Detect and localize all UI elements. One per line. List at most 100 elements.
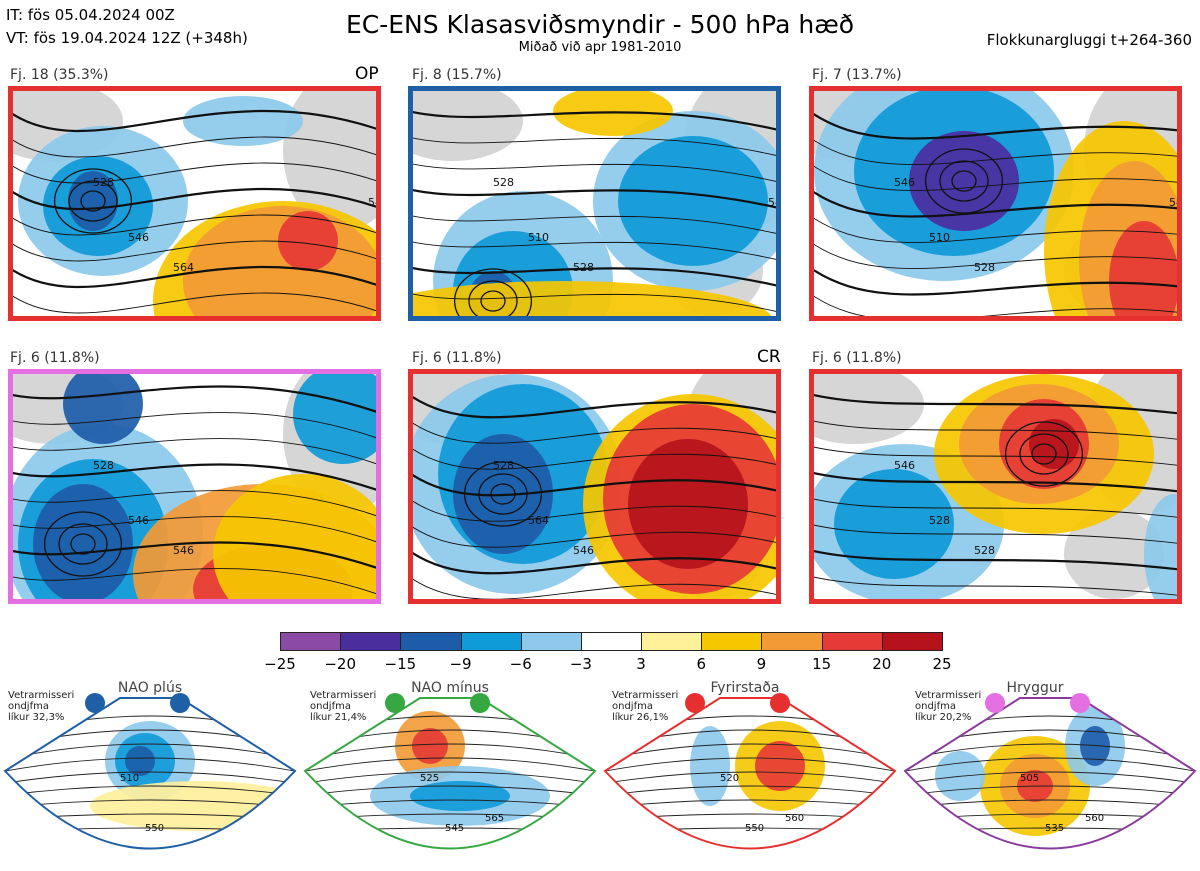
valid-time: VT: fös 19.04.2024 12Z (+348h) — [6, 29, 248, 47]
regime-4-title: Hryggur — [1006, 680, 1064, 696]
contour-label: 528 — [573, 261, 594, 274]
contour-label: 546 — [173, 544, 194, 557]
regime-anomaly-area — [755, 741, 805, 791]
height-contour — [413, 241, 776, 260]
panel-map-2: 52851052854654656454 — [413, 91, 776, 316]
chart-subtitle: Miðað við apr 1981-2010 — [518, 40, 682, 55]
contour-label: 528 — [974, 261, 995, 274]
regime-anomaly-area — [410, 781, 510, 811]
height-contour — [814, 549, 1177, 571]
regime-3-title: Fyrirstaða — [710, 680, 780, 696]
contour-label: 510 — [929, 231, 950, 244]
height-contour — [13, 412, 376, 439]
height-contour — [413, 422, 776, 444]
regime-nao-plus: 510 550 — [0, 676, 300, 871]
regime-contour — [905, 743, 1195, 761]
colorbar-tick-label: −20 — [324, 655, 356, 673]
regime-contour-label: 550 — [745, 823, 764, 834]
contour-label: 528 — [929, 514, 950, 527]
low-center-contour — [80, 190, 106, 212]
regime-marker-dot — [470, 693, 490, 713]
contour-label: 546 — [573, 544, 594, 557]
anomaly-area — [183, 96, 303, 146]
panel-map-3: 54651052854656454654 — [814, 91, 1177, 316]
init-time: IT: fös 05.04.2024 00Z — [6, 6, 175, 24]
anomaly-area — [618, 136, 768, 266]
regime-contour-label: 520 — [720, 773, 739, 784]
low-center-contour — [1004, 421, 1084, 487]
height-contour — [814, 524, 1177, 544]
colorbar-tick-label: 15 — [812, 655, 832, 673]
regime-anomaly-area — [125, 746, 155, 776]
height-contour — [413, 526, 776, 548]
panel-1-tag: OP — [355, 64, 379, 84]
panel-5-tag: CR — [757, 347, 781, 367]
colorbar-cell — [520, 632, 582, 651]
regime-contour-label: 545 — [445, 823, 464, 834]
colorbar-tick-label: −9 — [449, 655, 472, 673]
height-contour — [13, 136, 376, 158]
contour-label: 510 — [528, 231, 549, 244]
land-area — [283, 91, 376, 231]
low-center-contour — [58, 523, 108, 565]
contour-label: 528 — [974, 544, 995, 557]
header-times: IT: fös 05.04.2024 00Z VT: fös 19.04.202… — [6, 4, 248, 50]
regime-anomaly-area — [90, 781, 295, 831]
contour-label: 564 — [528, 514, 549, 527]
cluster-panel-5: 528564546564546 — [408, 369, 781, 604]
height-contour — [413, 473, 776, 497]
contour-label: 564 — [173, 261, 194, 274]
height-contour — [13, 109, 376, 133]
low-center-contour — [53, 168, 133, 234]
regime-marker-dot — [85, 693, 105, 713]
low-center-contour — [951, 170, 977, 192]
regime-contour-label: 510 — [120, 773, 139, 784]
low-center-contour — [68, 180, 118, 222]
contour-label: 528 — [93, 459, 114, 472]
land-area — [1064, 509, 1164, 599]
height-contour — [413, 163, 776, 182]
low-center-contour — [939, 160, 989, 202]
regime-2-note: Vetrarmisseri ondjfma líkur 21,4% — [310, 690, 377, 723]
height-contour — [413, 395, 776, 419]
regime-contour — [305, 771, 595, 785]
regime-1-title: NAO plús — [117, 680, 183, 696]
panel-5-label: Fj. 6 (11.8%) — [412, 350, 502, 366]
regime-contour — [5, 743, 295, 761]
regime-contour — [305, 743, 595, 761]
low-center-contour — [480, 290, 506, 312]
low-center-contour — [43, 511, 123, 577]
height-contour — [13, 265, 376, 289]
regime-anomaly-area — [1080, 726, 1110, 766]
regime-ridge: 505 535 560 — [900, 676, 1200, 871]
regime-contour — [305, 757, 595, 773]
contour-label: 54 — [1169, 196, 1177, 209]
regime-contour — [5, 771, 295, 785]
regime-3-note: Vetrarmisseri ondjfma líkur 26,1% — [612, 690, 679, 723]
contour-label: 54 — [768, 196, 776, 209]
height-contour — [413, 500, 776, 522]
regime-contour — [605, 771, 895, 785]
regime-anomaly-area — [412, 728, 448, 764]
regime-blocking: 520 550 560 — [600, 676, 900, 871]
anomaly-area — [213, 474, 376, 599]
colorbar-cell — [881, 632, 943, 651]
height-contour — [413, 188, 776, 209]
regime-fan-border — [3, 697, 297, 850]
regime-contour-label: 535 — [1045, 823, 1064, 834]
cluster-panel-3: 54651052854656454654 — [809, 86, 1182, 321]
height-contour — [814, 446, 1177, 466]
colorbar-tick-label: 25 — [932, 655, 952, 673]
regime-fan-border — [903, 697, 1197, 850]
regime-marker-dot — [770, 693, 790, 713]
low-center-contour — [478, 473, 528, 515]
height-contour — [13, 541, 376, 569]
panel-3-label: Fj. 7 (13.7%) — [812, 67, 902, 83]
panel-map-6: 546528528546564 — [814, 374, 1177, 599]
height-contour — [13, 214, 376, 236]
regime-map-2: 525 545 565 — [303, 693, 597, 850]
cluster-panel-1: 528546564546528564546 — [8, 86, 381, 321]
regime-2-title: NAO mínus — [411, 680, 489, 696]
regime-marker-dot — [170, 693, 190, 713]
colorbar-cell — [821, 632, 883, 651]
